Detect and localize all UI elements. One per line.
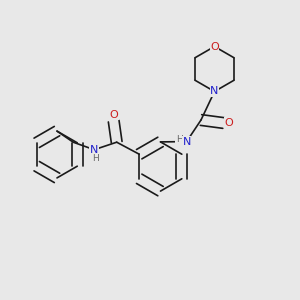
Text: N: N <box>90 145 98 155</box>
Text: H: H <box>176 135 182 144</box>
Text: O: O <box>224 118 233 128</box>
Text: O: O <box>109 110 118 120</box>
Text: N: N <box>210 86 219 97</box>
Text: H: H <box>92 154 99 163</box>
Text: O: O <box>210 41 219 52</box>
Text: N: N <box>182 136 191 147</box>
